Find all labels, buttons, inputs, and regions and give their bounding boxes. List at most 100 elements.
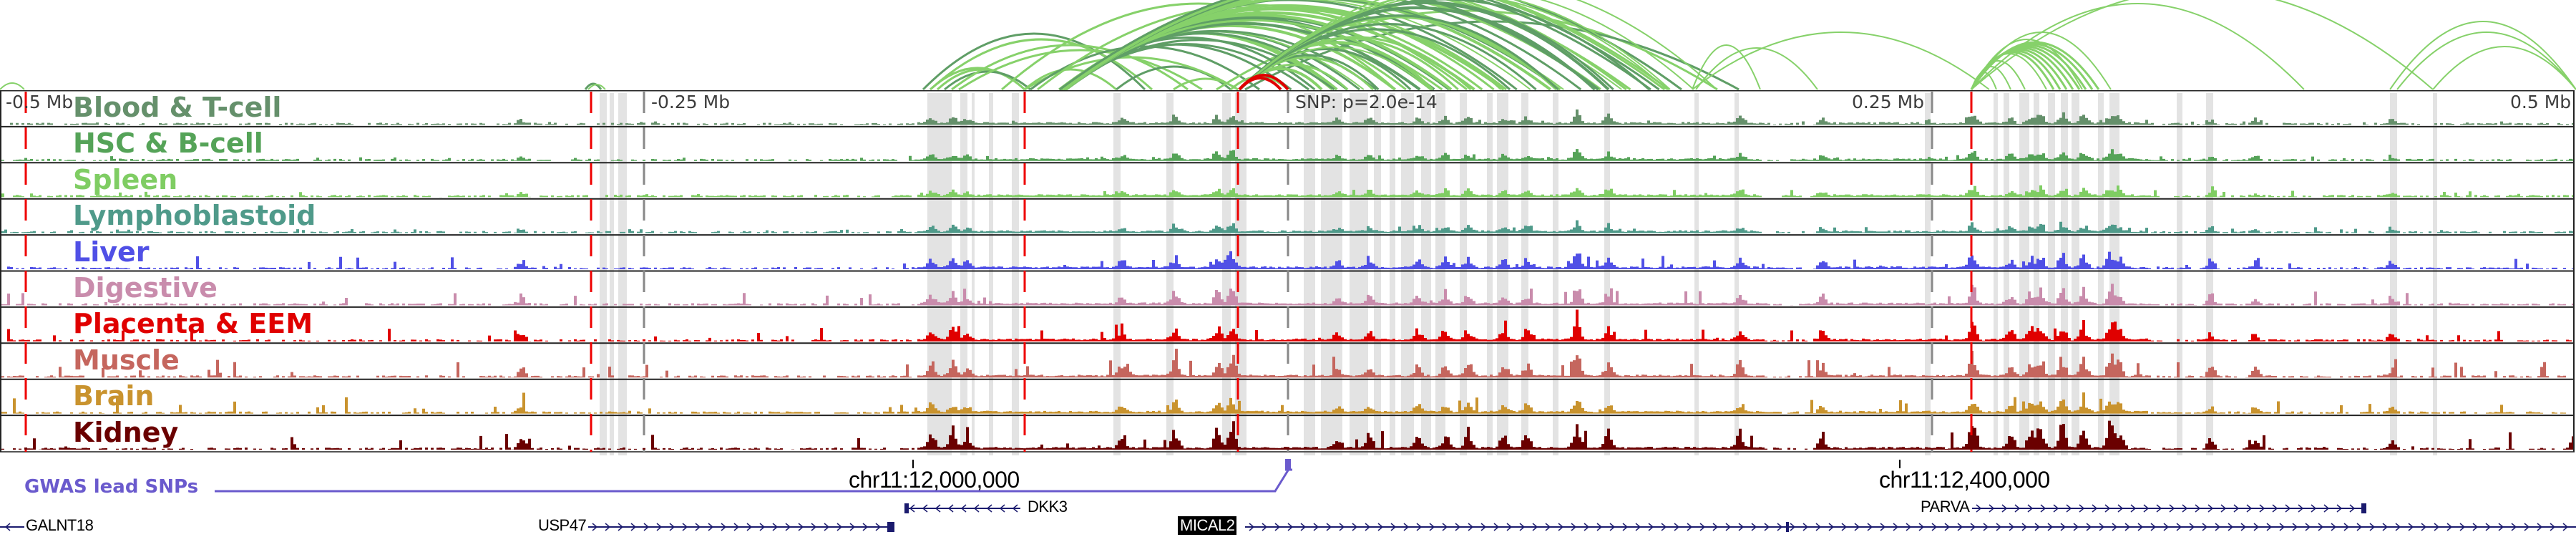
interaction-arc: [1971, 0, 2434, 90]
strand-plus-chevron: [772, 523, 779, 531]
strand-minus-chevron: [986, 504, 992, 513]
strand-plus-chevron: [2047, 523, 2054, 531]
enhancer-region: [2390, 93, 2397, 455]
strand-plus-chevron: [1339, 523, 1345, 531]
strand-plus-chevron: [669, 523, 675, 531]
strand-plus-chevron: [1661, 523, 1667, 531]
track-label: Brain: [73, 380, 155, 412]
gene-label-dkk3[interactable]: DKK3: [1028, 498, 1068, 516]
track-label: Spleen: [73, 163, 178, 195]
gene-annotation-track: [0, 459, 2576, 532]
interaction-arc: [1692, 32, 1990, 90]
gene-label-parva[interactable]: PARVA: [1921, 498, 1970, 516]
interaction-arc: [1238, 77, 1282, 91]
enhancer-region: [1460, 93, 1467, 455]
strand-plus-chevron: [2066, 504, 2072, 513]
enhancer-region: [600, 93, 607, 455]
interaction-arc: [1058, 0, 1682, 91]
strand-plus-chevron: [2279, 523, 2285, 531]
strand-minus-chevron: [935, 504, 941, 513]
strand-plus-chevron: [2446, 523, 2453, 531]
gene-model: [1245, 522, 2576, 532]
strand-plus-chevron: [2112, 523, 2118, 531]
enhancer-region: [2072, 93, 2079, 455]
strand-plus-chevron: [2073, 523, 2079, 531]
strand-plus-chevron: [2228, 523, 2234, 531]
enhancer-region: [1521, 93, 1528, 455]
signal-area: [1, 284, 2575, 306]
track-label: Lymphoblastoid: [73, 200, 316, 232]
strand-plus-chevron: [759, 523, 766, 531]
strand-plus-chevron: [1790, 523, 1796, 531]
enhancer-region: [2004, 93, 2009, 455]
gene-label-mical2[interactable]: MICAL2: [1178, 516, 1237, 535]
strand-minus-chevron: [922, 504, 928, 513]
interaction-arc: [944, 70, 1031, 91]
strand-plus-chevron: [1545, 523, 1551, 531]
strand-plus-chevron: [2040, 504, 2046, 513]
interaction-arc: [1061, 0, 1666, 91]
enhancer-region: [1374, 93, 1381, 455]
enhancer-region: [1350, 93, 1368, 455]
strand-plus-chevron: [2169, 504, 2175, 513]
axis-label-mid-right: 0.25 Mb: [1852, 92, 1925, 112]
strand-plus-chevron: [1313, 523, 1319, 531]
strand-plus-chevron: [708, 523, 714, 531]
gwas-track-label: GWAS lead SNPs: [24, 476, 199, 498]
gene-model: [588, 522, 894, 532]
gene-model: [904, 503, 1020, 513]
strand-plus-chevron: [2318, 523, 2324, 531]
exon: [2361, 503, 2366, 513]
strand-plus-chevron: [1906, 523, 1912, 531]
strand-plus-chevron: [1828, 523, 1835, 531]
enhancer-region: [1735, 93, 1739, 455]
strand-plus-chevron: [1377, 523, 1384, 531]
strand-plus-chevron: [682, 523, 688, 531]
strand-plus-chevron: [836, 523, 843, 531]
strand-plus-chevron: [2156, 504, 2162, 513]
strand-minus-chevron: [947, 504, 954, 513]
enhancer-shading: [600, 93, 2437, 455]
strand-plus-chevron: [1854, 523, 1860, 531]
track-signal-4: [1, 251, 2575, 269]
strand-plus-chevron: [2434, 523, 2440, 531]
coordinate-label-left: chr11:12,000,000: [849, 467, 1020, 493]
track-signal-2: [1, 185, 2575, 198]
track-label: Placenta & EEM: [73, 308, 313, 340]
track-label: Digestive: [73, 272, 218, 304]
strand-plus-chevron: [2117, 504, 2124, 513]
strand-plus-chevron: [1274, 523, 1281, 531]
signal-area: [1, 109, 2575, 125]
strand-plus-chevron: [2195, 504, 2201, 513]
strand-plus-chevron: [2240, 523, 2247, 531]
enhancer-region: [2034, 93, 2039, 455]
track-signal-8: [1, 392, 2575, 414]
signal-area: [1, 392, 2575, 414]
strand-plus-chevron: [2246, 504, 2253, 513]
interaction-arc: [1239, 23, 1537, 91]
gene-label-galnt18[interactable]: GALNT18: [26, 516, 94, 534]
strand-plus-chevron: [2124, 523, 2131, 531]
enhancer-region: [2109, 93, 2119, 455]
strand-plus-chevron: [1970, 523, 1976, 531]
enhancer-region: [1421, 93, 1431, 455]
strand-plus-chevron: [2331, 523, 2337, 531]
enhancer-region: [1487, 93, 1493, 455]
strand-plus-chevron: [798, 523, 804, 531]
strand-plus-chevron: [1777, 523, 1783, 531]
strand-plus-chevron: [1931, 523, 1938, 531]
strand-plus-chevron: [2272, 504, 2278, 513]
strand-plus-chevron: [1944, 523, 1951, 531]
strand-plus-chevron: [592, 523, 598, 531]
interaction-arc: [1239, 0, 1694, 90]
strand-plus-chevron: [2086, 523, 2092, 531]
gene-label-usp47[interactable]: USP47: [538, 516, 587, 534]
strand-plus-chevron: [1558, 523, 1564, 531]
strand-plus-chevron: [656, 523, 663, 531]
strand-plus-chevron: [2189, 523, 2195, 531]
strand-plus-chevron: [1390, 523, 1397, 531]
signal-area: [1, 220, 2575, 233]
strand-plus-chevron: [2163, 523, 2170, 531]
track-label: Liver: [73, 236, 150, 268]
strand-plus-chevron: [2060, 523, 2067, 531]
